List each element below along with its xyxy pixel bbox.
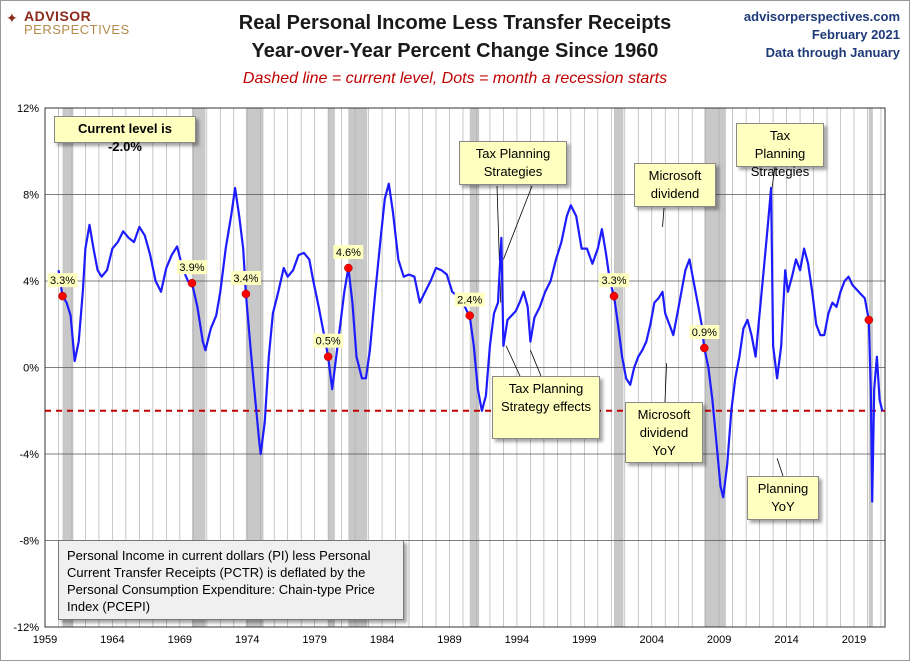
x-tick-label: 1964 xyxy=(100,634,124,646)
callout-leader-line xyxy=(503,185,533,260)
dot-label-bg xyxy=(230,270,261,285)
tax-planning-effects-callout: Tax Planning Strategy effects xyxy=(492,376,600,439)
dot-label-bg xyxy=(598,273,629,288)
x-tick-label: 2009 xyxy=(707,634,731,646)
recession-start-dot xyxy=(241,289,251,299)
recession-start-dot xyxy=(465,311,474,320)
brand-line2: PERSPECTIVES xyxy=(24,22,130,37)
x-tick-label: 1959 xyxy=(33,634,57,646)
dot-label-bg xyxy=(47,273,78,288)
x-tick-label: 1979 xyxy=(302,634,326,646)
callout-leader-line xyxy=(505,345,521,377)
callout-leader-line xyxy=(662,207,665,227)
series-line-yoy xyxy=(57,182,884,503)
y-tick-label: 4% xyxy=(23,276,39,288)
dot-label-bg xyxy=(689,325,720,340)
y-tick-label: -4% xyxy=(19,449,39,461)
methodology-note: Personal Income in current dollars (PI) … xyxy=(58,540,404,620)
chart-title-line2: Year-over-Year Percent Change Since 1960 xyxy=(251,40,659,62)
recession-start-dot xyxy=(58,291,67,301)
source-site: advisorperspectives.com xyxy=(743,9,900,24)
x-tick-label: 1969 xyxy=(168,634,192,646)
y-tick-label: 12% xyxy=(17,103,39,115)
dot-label: 3.9% xyxy=(179,262,204,274)
recession-start-dot xyxy=(864,315,874,325)
recession-start-dot xyxy=(187,278,197,288)
source-info: advisorperspectives.com February 2021 Da… xyxy=(744,8,900,62)
plot-border xyxy=(44,107,886,628)
y-tick-label: -8% xyxy=(19,536,39,548)
recession-start-dot xyxy=(323,352,333,361)
y-tick-label: 0% xyxy=(23,363,39,375)
planning-yoy-callout: Planning YoY xyxy=(747,476,819,520)
x-tick-label: 2004 xyxy=(639,634,663,646)
source-date: February 2021 xyxy=(811,27,900,42)
dot-label: 0.9% xyxy=(692,327,717,339)
current-level-callout: Current level is -2.0% xyxy=(54,116,196,154)
recession-start-dot xyxy=(700,343,709,353)
dot-label-bg xyxy=(176,260,207,275)
dot-label-bg xyxy=(454,292,485,307)
callout-leader-line xyxy=(664,363,667,403)
callout-leader-line xyxy=(776,458,784,477)
dot-label: 3.3% xyxy=(50,275,75,287)
microsoft-dividend-callout: Microsoft dividend xyxy=(634,163,716,207)
brand-logo: ✦ ADVISOR PERSPECTIVES xyxy=(6,8,130,37)
chart-title-line1: Real Personal Income Less Transfer Recei… xyxy=(238,12,672,34)
dot-label: 3.3% xyxy=(601,275,626,287)
x-tick-label: 1984 xyxy=(370,634,394,646)
x-tick-label: 2019 xyxy=(842,634,866,646)
recession-start-dot xyxy=(609,291,619,301)
dot-label: 4.6% xyxy=(336,247,361,259)
dot-label: 2.4% xyxy=(457,295,482,307)
recession-start-dot xyxy=(344,263,353,273)
chart-subtitle: Dashed line = current level, Dots = mont… xyxy=(242,70,668,87)
brand-line1: ADVISOR xyxy=(24,8,92,24)
microsoft-dividend-yoy-callout: Microsoft dividend YoY xyxy=(625,402,703,463)
dot-label: 0.5% xyxy=(316,336,341,348)
y-tick-label: 8% xyxy=(23,190,39,202)
x-tick-label: 1989 xyxy=(437,634,461,646)
source-data-through: Data through January xyxy=(765,45,900,60)
tax-planning-callout-1: Tax Planning Strategies xyxy=(459,141,567,185)
dot-label-bg xyxy=(313,333,344,348)
dot-label-bg xyxy=(333,245,364,260)
callout-leader-line xyxy=(530,350,542,377)
x-tick-label: 1999 xyxy=(572,634,596,646)
x-tick-label: 2014 xyxy=(774,634,798,646)
x-tick-label: 1994 xyxy=(505,634,529,646)
dot-label: 3.4% xyxy=(233,273,258,285)
y-tick-label: -12% xyxy=(13,622,39,634)
x-tick-label: 1974 xyxy=(235,634,259,646)
tax-planning-callout-2: Tax Planning Strategies xyxy=(736,123,824,179)
compass-star-icon: ✦ xyxy=(6,10,18,26)
